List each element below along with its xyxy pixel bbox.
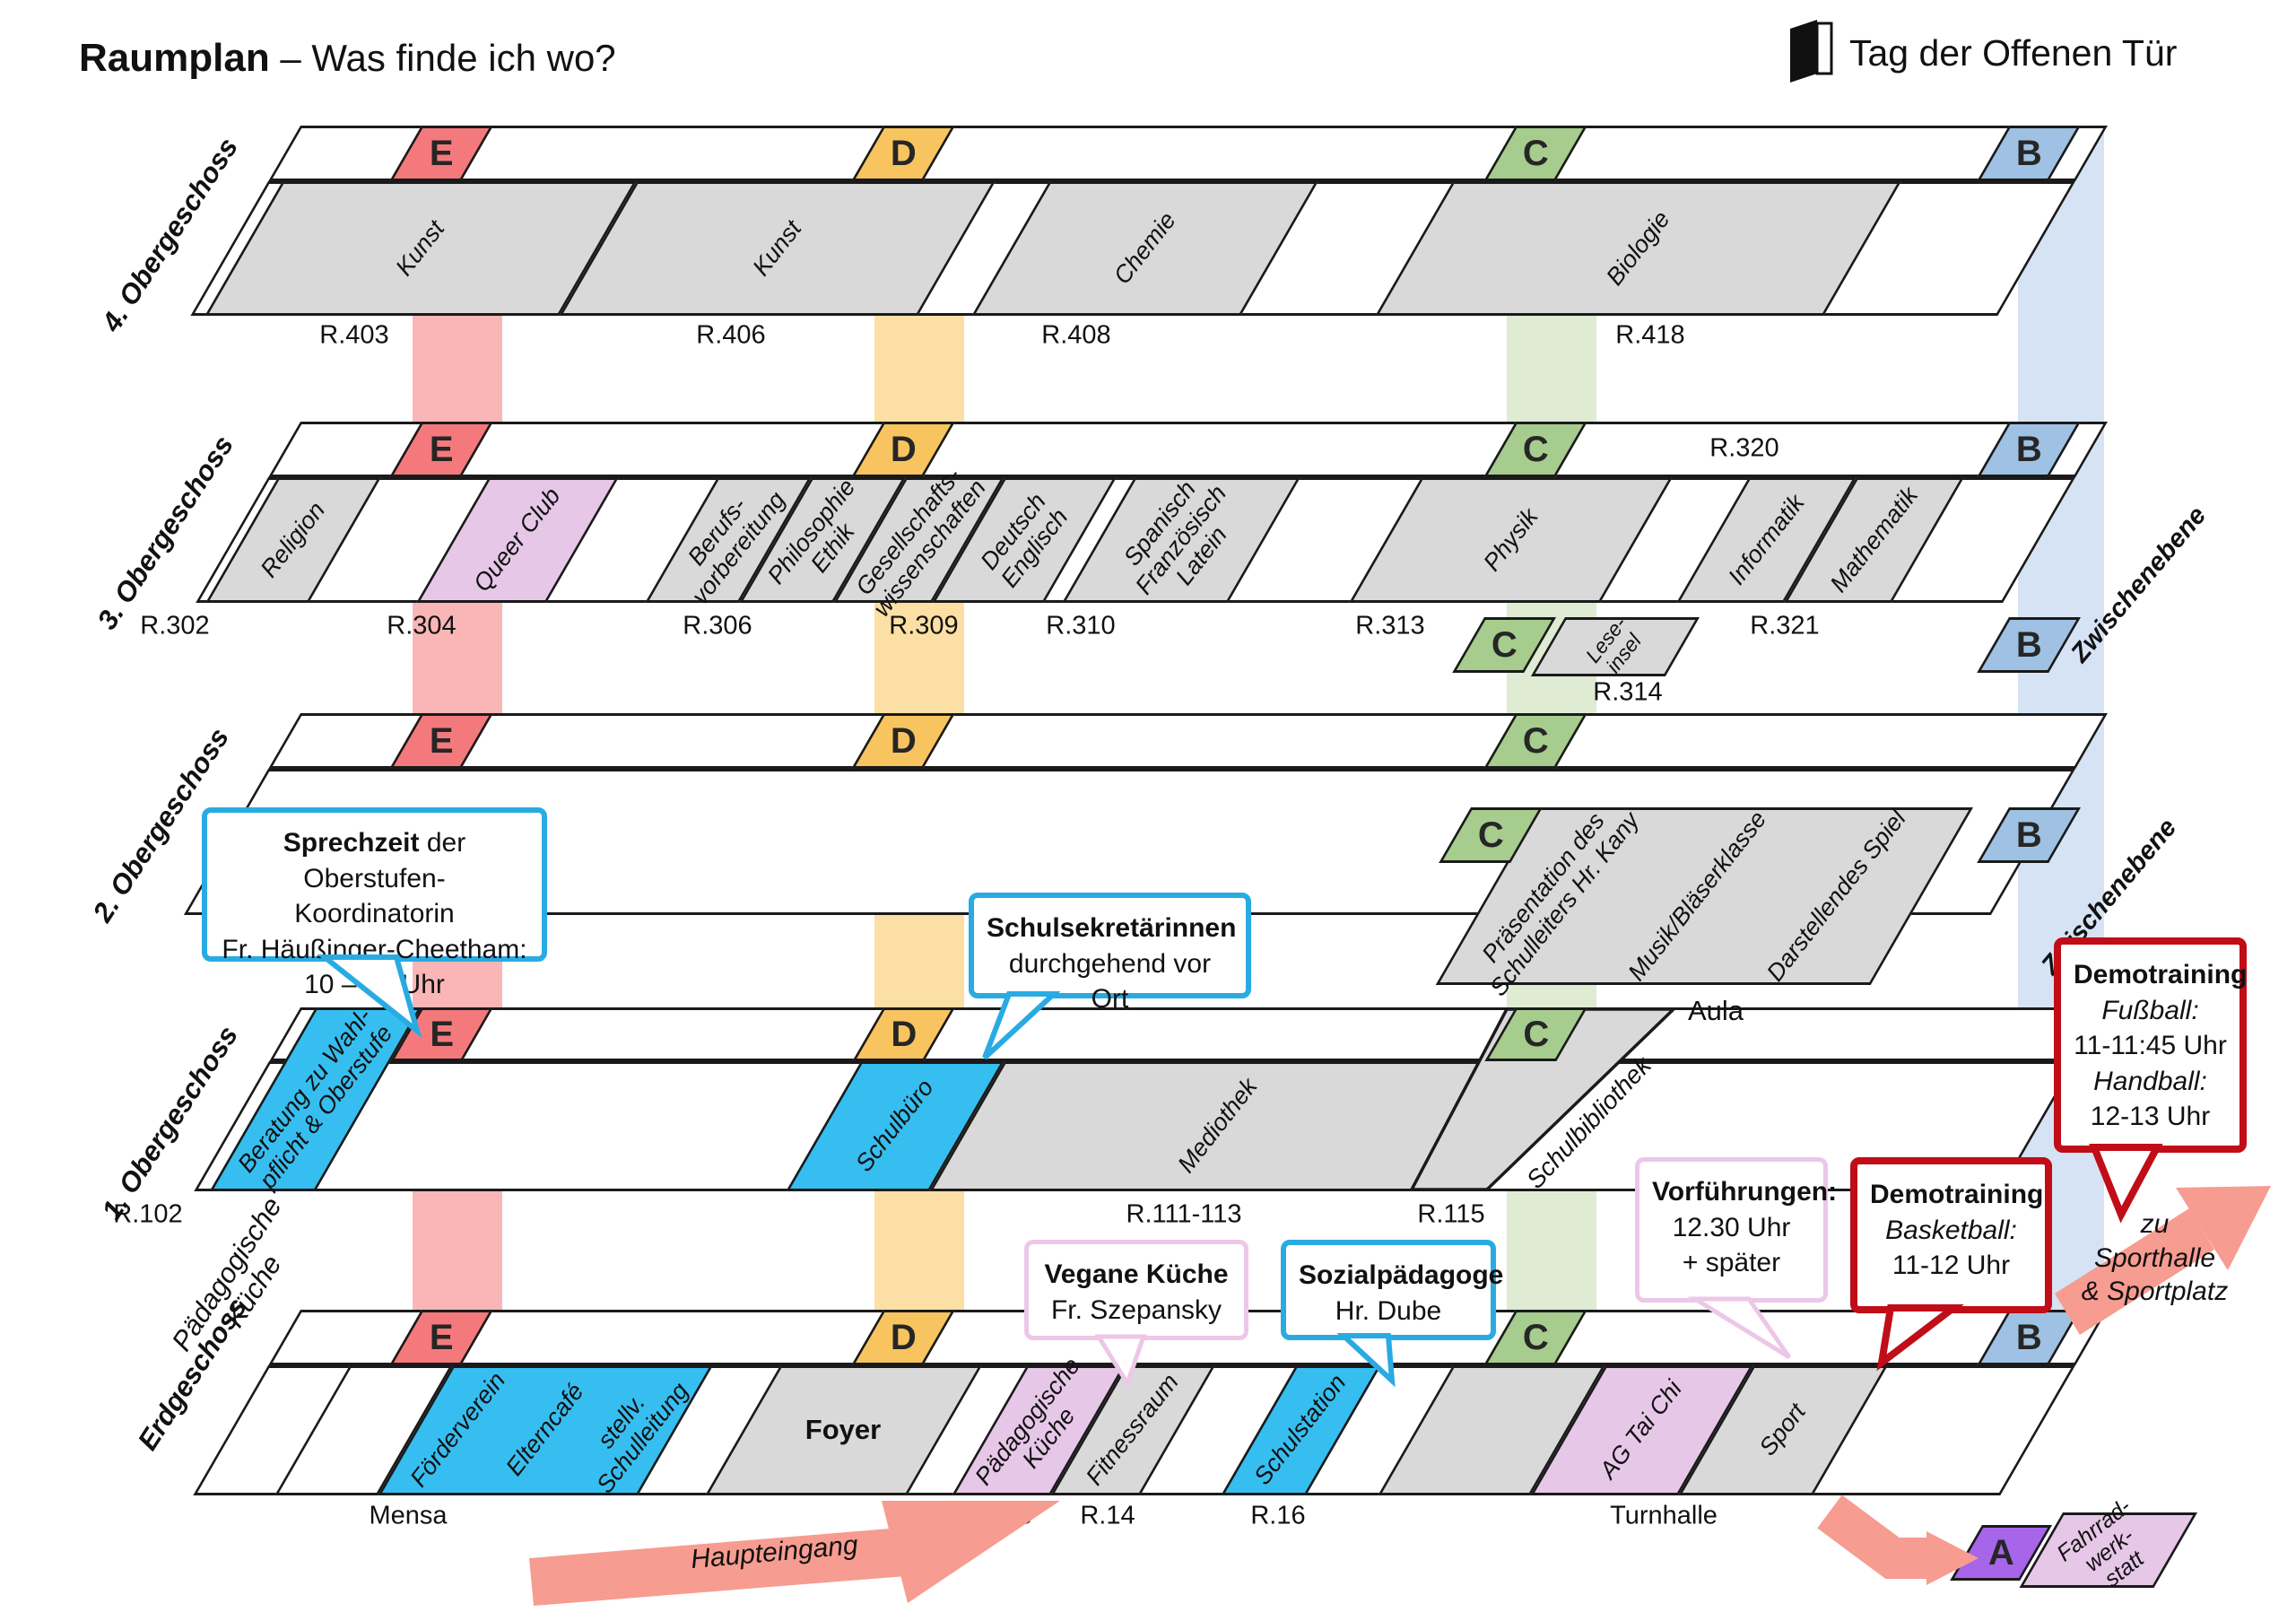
room-schulbibliothek <box>1409 1007 1678 1191</box>
room-number: R.309 <box>889 611 959 641</box>
room-number: R.320 <box>1709 433 1779 463</box>
room-number: R.313 <box>1355 611 1425 641</box>
bubble-body-text: durchgehend vor Ort <box>1008 948 1212 1015</box>
room-number: R.302 <box>140 611 210 641</box>
bubble-head: Vorführungen: <box>1652 1177 1838 1207</box>
page-title: Raumplan – Was finde ich wo? <box>79 36 616 81</box>
room-label: Fahrrad- werk- statt <box>2052 1494 2149 1592</box>
sporthalle-arrow-label: zu Sporthalle & Sportplatz <box>2081 1209 2229 1306</box>
bubble-vegane-kueche: Vegane Küche Fr. Szepansky <box>1024 1240 1248 1340</box>
room-number: R.14 <box>1080 1501 1135 1530</box>
corridor-og2 <box>268 713 2108 769</box>
room-number: R.418 <box>1615 320 1685 350</box>
bubble-head: Vegane Küche <box>1044 1259 1229 1289</box>
bubble-demotraining-basketball: Demotraining Basketball: 11-12 Uhr <box>1850 1157 2052 1313</box>
bubble-sport: Fußball: <box>2101 995 2199 1025</box>
room-number: R.102 <box>113 1199 183 1229</box>
bubble-time: 11-11:45 Uhr <box>2074 1031 2227 1061</box>
bubble-time: 11-12 Uhr <box>1892 1251 2011 1281</box>
bubble-sozialpaedagoge: Sozialpädagoge Hr. Dube <box>1281 1240 1503 1340</box>
bubble-body-text: Fr. Szepansky <box>1050 1294 1222 1325</box>
open-door-icon <box>1790 20 1833 83</box>
sporthalle-arrow <box>2055 1186 2271 1335</box>
room-number: R.304 <box>387 611 457 641</box>
to-a-building-arrow <box>1817 1495 1979 1585</box>
bubble-sprechzeit: Sprechzeit der Oberstufen- Koordinatorin… <box>202 807 547 999</box>
room-number: R.111-113 <box>1126 1199 1242 1229</box>
bubble-body-text: Hr. Dube <box>1335 1295 1442 1326</box>
bubble-head: Sozialpädagoge <box>1299 1260 1504 1290</box>
bubble-head: Demotraining <box>1870 1180 2044 1209</box>
bubble-head: Demotraining <box>2074 960 2248 989</box>
bubble-sport: Basketball: <box>1885 1215 2017 1245</box>
room-number: R.310 <box>1046 611 1116 641</box>
room-number: R.403 <box>319 320 389 350</box>
bubble-tail <box>2089 1144 2163 1224</box>
bubble-head: Sprechzeit <box>283 828 420 858</box>
title-rest: – Was finde ich wo? <box>269 37 616 79</box>
room-number: R.314 <box>1593 677 1663 707</box>
bubble-sport: Handball: <box>2093 1066 2207 1096</box>
room-number-mensa: Mensa <box>369 1501 448 1530</box>
room-number: R.408 <box>1041 320 1111 350</box>
room-number: R.115 <box>1417 1199 1485 1229</box>
title-bold: Raumplan <box>79 36 270 80</box>
floor-label-og3: 3. Obergeschoss <box>91 430 239 635</box>
hall-label-aula: Aula <box>1687 995 1744 1026</box>
bubble-tail <box>317 954 422 1039</box>
bubble-tail <box>1876 1304 1964 1372</box>
bubble-vorfuehrungen: Vorführungen: 12.30 Uhr + später <box>1635 1157 1837 1303</box>
bubble-head: Schulsekretärinnen <box>987 913 1237 943</box>
bubble-demotraining-fussball: Demotraining Fußball: 11-11:45 Uhr Handball… <box>2054 937 2247 1153</box>
room-number: R.321 <box>1750 611 1820 641</box>
corridor-og4 <box>268 126 2108 181</box>
bubble-tail <box>1687 1296 1792 1360</box>
bubble-tail <box>982 991 1061 1060</box>
haupteingang-arrow <box>529 1501 1060 1606</box>
corridor-og1 <box>269 1007 2109 1061</box>
room-number: R.306 <box>683 611 752 641</box>
bubble-sekretariat: Schulsekretärinnen durchgehend vor Ort <box>969 893 1251 1014</box>
bubble-time: 12-13 Uhr <box>2090 1102 2211 1132</box>
room-label-foyer: Foyer <box>804 1414 882 1445</box>
room-number: R.406 <box>696 320 766 350</box>
bubble-tail <box>1336 1333 1396 1388</box>
floor-label-og1: 1. Obergeschoss <box>95 1020 244 1225</box>
bubble-tail <box>1094 1334 1147 1389</box>
bubble-body-text: 12.30 Uhr + später <box>1672 1212 1791 1278</box>
event-title: Tag der Offenen Tür <box>1849 32 2178 74</box>
room-number: R.16 <box>1250 1501 1306 1530</box>
room-number-turnhalle: Turnhalle <box>1610 1501 1718 1530</box>
